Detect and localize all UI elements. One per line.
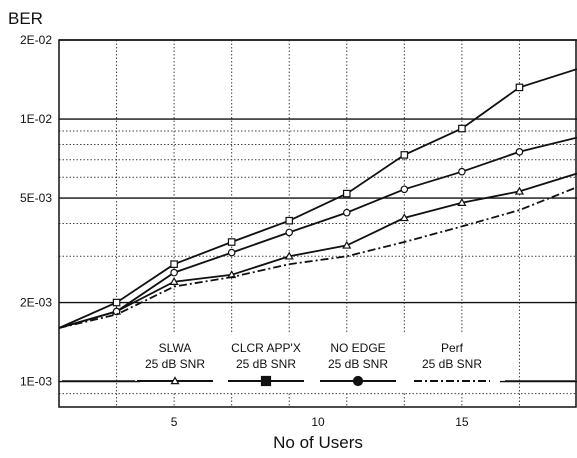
circle-marker — [342, 208, 351, 217]
y-tick-label: 1E-03 — [20, 375, 52, 389]
y-tick-label: 2E-02 — [20, 33, 52, 47]
square-marker — [400, 151, 409, 159]
square-marker — [342, 189, 351, 198]
x-tick-labels: 5 10 15 — [171, 415, 469, 429]
legend-label: CLCR APP'X — [231, 341, 301, 355]
triangle-marker — [170, 376, 180, 385]
triangle-marker — [342, 240, 352, 249]
series-clcr-app-x — [58, 68, 577, 329]
square-marker — [112, 298, 121, 307]
y-tick-label: 5E-03 — [20, 191, 52, 205]
triangle-marker — [514, 186, 524, 195]
y-tick-label: 2E-03 — [20, 296, 52, 310]
legend-label: SLWA — [159, 341, 192, 355]
y-tick-label: 1E-02 — [20, 112, 52, 126]
circle-marker — [170, 268, 178, 277]
triangle-marker — [457, 197, 467, 206]
circle-marker — [285, 228, 294, 237]
series-lines — [58, 68, 577, 329]
legend-label: NO EDGE — [330, 341, 385, 355]
triangle-marker — [399, 213, 409, 222]
triangle-marker — [169, 277, 179, 285]
x-tick-label: 5 — [171, 415, 178, 429]
circle-marker — [400, 185, 409, 194]
square-marker — [227, 238, 236, 246]
legend-label: Perf — [441, 341, 464, 355]
y-axis-title: BER — [8, 9, 43, 28]
x-tick-label: 15 — [455, 415, 469, 429]
circle-marker — [458, 167, 466, 176]
legend-sublabel: 25 dB SNR — [236, 357, 296, 371]
square-marker — [285, 216, 294, 225]
circle-marker — [515, 148, 524, 156]
circle-marker — [352, 375, 364, 387]
series-no-edge — [58, 136, 577, 329]
y-tick-labels: 2E-02 1E-02 5E-03 2E-03 1E-03 — [20, 33, 52, 389]
series-line — [58, 172, 577, 329]
legend: SLWA 25 dB SNR CLCR APP'X 25 dB SNR NO EDGE 2… — [62, 334, 575, 392]
square-marker — [170, 260, 178, 268]
x-axis-title: No of Users — [273, 433, 363, 452]
triangle-marker — [284, 251, 294, 260]
series-line — [58, 186, 577, 329]
legend-background — [140, 334, 500, 392]
square-marker — [515, 83, 524, 92]
legend-sublabel: 25 dB SNR — [328, 357, 388, 371]
series-perf — [58, 186, 577, 329]
square-marker — [458, 124, 466, 133]
plot-frame — [58, 39, 577, 408]
legend-sublabel: 25 dB SNR — [422, 357, 482, 371]
x-tick-label: 10 — [311, 415, 325, 429]
circle-marker — [227, 248, 236, 257]
square-marker — [260, 375, 272, 387]
series-line — [58, 68, 577, 329]
legend-sublabel: 25 dB SNR — [145, 357, 205, 371]
series-line — [58, 136, 577, 329]
